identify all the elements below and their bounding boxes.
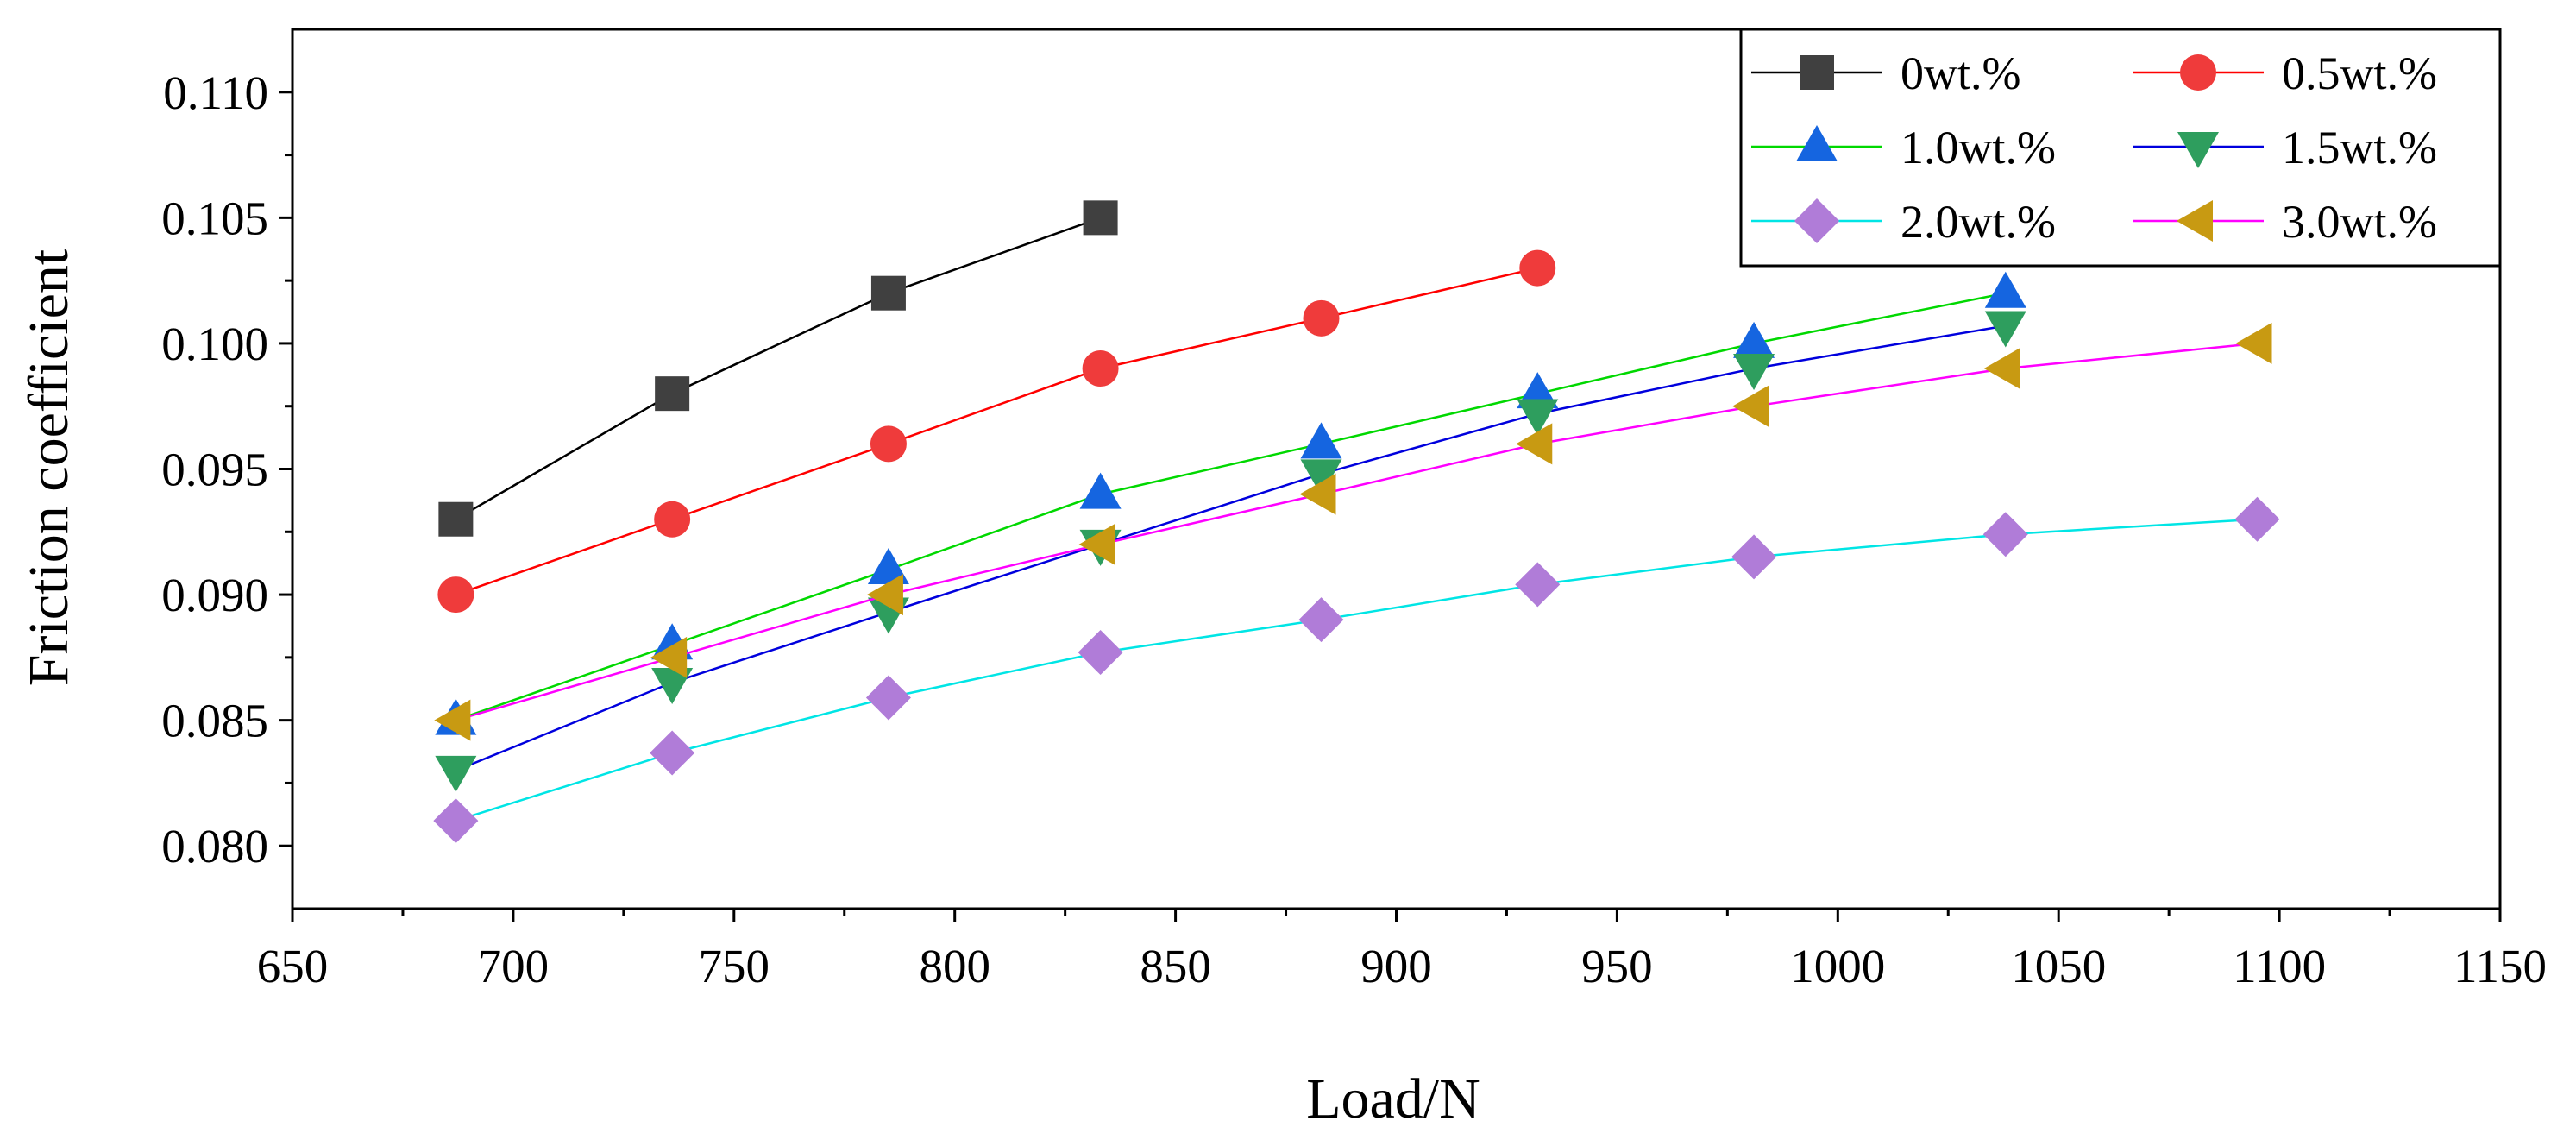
data-point xyxy=(650,730,695,776)
series-line xyxy=(455,292,2007,721)
data-point xyxy=(866,574,903,616)
data-point xyxy=(1303,299,1340,337)
x-tick-label: 700 xyxy=(478,940,550,992)
legend-item-3: 1.5wt.% xyxy=(2133,122,2437,173)
legend-label: 3.0wt.% xyxy=(2282,196,2437,248)
legend-marker xyxy=(2177,132,2219,168)
series-1 xyxy=(437,249,1556,614)
series-0 xyxy=(438,200,1118,537)
legend-item-2: 1.0wt.% xyxy=(1751,122,2056,173)
data-point xyxy=(870,275,906,311)
y-tick-label: 0.110 xyxy=(163,66,268,119)
x-tick-label: 650 xyxy=(257,940,329,992)
y-tick-label: 0.080 xyxy=(161,820,268,872)
series-line xyxy=(455,267,1538,596)
legend-item-4: 2.0wt.% xyxy=(1751,196,2056,248)
x-tick-label: 1100 xyxy=(2233,940,2326,992)
data-point xyxy=(870,425,907,463)
x-tick-label: 750 xyxy=(699,940,770,992)
legend-marker xyxy=(1794,198,1839,243)
legend-marker xyxy=(1796,125,1838,161)
x-tick-label: 950 xyxy=(1581,940,1653,992)
data-point xyxy=(1982,512,2028,557)
data-point xyxy=(1078,523,1115,565)
legend-label: 0.5wt.% xyxy=(2282,47,2437,99)
y-tick-label: 0.090 xyxy=(161,569,268,621)
data-point xyxy=(1516,423,1553,465)
data-point xyxy=(1299,473,1336,515)
data-point xyxy=(1083,200,1118,236)
legend-item-5: 3.0wt.% xyxy=(2133,196,2437,248)
x-tick-label: 900 xyxy=(1360,940,1432,992)
series-line xyxy=(455,324,2007,772)
y-tick-label: 0.085 xyxy=(161,695,268,747)
legend-label: 1.5wt.% xyxy=(2282,122,2437,173)
y-tick-label: 0.105 xyxy=(161,192,268,244)
legend-item-1: 0.5wt.% xyxy=(2133,47,2437,99)
series-4 xyxy=(433,496,2280,844)
y-tick-label: 0.095 xyxy=(161,444,268,496)
data-point xyxy=(434,699,471,741)
data-point xyxy=(1519,249,1556,286)
legend-label: 1.0wt.% xyxy=(1901,122,2056,173)
legend-label: 0wt.% xyxy=(1901,47,2020,99)
x-tick-label: 850 xyxy=(1140,940,1211,992)
data-point xyxy=(654,501,691,538)
data-point xyxy=(2234,496,2280,542)
data-point xyxy=(651,667,694,704)
legend-marker xyxy=(2180,54,2216,91)
legend-marker xyxy=(1800,55,1834,90)
data-point xyxy=(1517,399,1559,436)
data-point xyxy=(655,376,690,412)
legend-marker xyxy=(2177,200,2213,242)
data-point xyxy=(438,501,474,537)
series-line xyxy=(455,217,1102,520)
data-point xyxy=(433,798,479,844)
axes: 650 700 750 800 850 900 950 1000 1050 1100 1150 0.0… xyxy=(161,28,2547,992)
x-axis-title: Load/N xyxy=(1306,1067,1480,1130)
data-point xyxy=(1079,472,1122,509)
data-point xyxy=(865,675,911,721)
data-point xyxy=(1983,348,2020,390)
data-point xyxy=(1732,385,1769,427)
x-tick-label: 1000 xyxy=(1790,940,1885,992)
data-point xyxy=(1300,459,1342,496)
y-tick-label: 0.100 xyxy=(161,318,268,370)
legend-label: 2.0wt.% xyxy=(1901,196,2056,248)
x-tick-label: 1050 xyxy=(2011,940,2106,992)
data-point xyxy=(1731,534,1777,580)
series-5 xyxy=(434,322,2272,741)
data-point xyxy=(437,576,474,614)
data-point xyxy=(650,636,688,678)
legend: 0wt.% 0.5wt.% 1.0wt.% 1.5wt.% 2.0wt.% 3.0wt.% xyxy=(1739,28,2502,268)
legend-item-0: 0wt.% xyxy=(1751,47,2020,99)
data-point xyxy=(1082,350,1119,387)
data-point xyxy=(1078,630,1123,676)
data-point xyxy=(1984,271,2026,308)
y-axis-title: Friction coefficient xyxy=(17,249,80,686)
data-point xyxy=(1515,562,1561,608)
data-point xyxy=(867,547,909,584)
data-point xyxy=(1300,422,1342,459)
x-tick-label: 1150 xyxy=(2453,940,2547,992)
data-point xyxy=(1733,354,1775,391)
data-point xyxy=(435,755,477,792)
data-point xyxy=(1298,597,1344,643)
x-tick-label: 800 xyxy=(919,940,990,992)
data-point xyxy=(1733,321,1775,358)
data-point xyxy=(1984,311,2026,348)
series-group xyxy=(433,200,2280,844)
data-point xyxy=(2235,322,2272,364)
